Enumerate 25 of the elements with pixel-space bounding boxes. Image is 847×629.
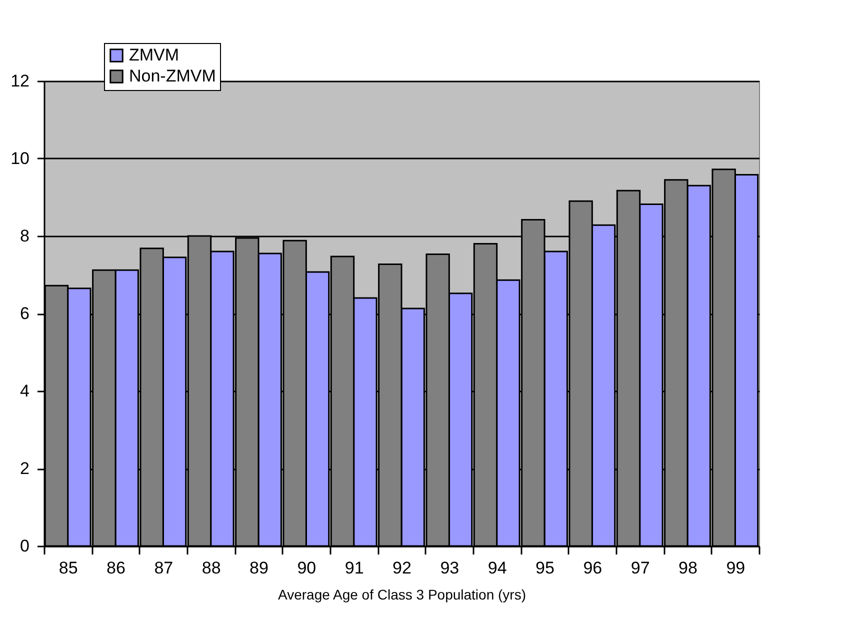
legend-label: ZMVM (129, 46, 180, 64)
y-tick-label: 12 (10, 72, 30, 90)
legend-label: Non-ZMVM (129, 66, 216, 86)
x-tick-label: 99 (726, 558, 746, 578)
y-tick-label: 4 (20, 382, 30, 400)
x-tick-label: 86 (106, 558, 126, 578)
y-tick-label: 6 (20, 304, 30, 323)
x-tick-label: 89 (250, 558, 268, 578)
x-tick-label: 96 (583, 558, 602, 578)
x-tick-label: 95 (536, 558, 554, 578)
x-tick-label: 92 (392, 558, 412, 578)
y-tick-label: 8 (20, 226, 30, 246)
x-tick-label: 97 (630, 558, 650, 578)
x-axis-title: Average Age of Class 3 Population (yrs) (278, 586, 526, 602)
x-tick-label: 91 (344, 558, 364, 578)
x-tick-label: 85 (58, 558, 78, 578)
y-tick-label: 0 (20, 536, 30, 556)
y-tick-label: 2 (20, 459, 30, 478)
x-tick-label: 93 (440, 558, 460, 578)
x-tick-label: 98 (678, 558, 698, 578)
x-tick-label: 94 (488, 558, 507, 578)
x-tick-label: 90 (297, 558, 316, 578)
y-tick-label: 10 (10, 149, 30, 168)
x-tick-label: 87 (154, 558, 174, 578)
x-tick-label: 88 (202, 558, 221, 578)
